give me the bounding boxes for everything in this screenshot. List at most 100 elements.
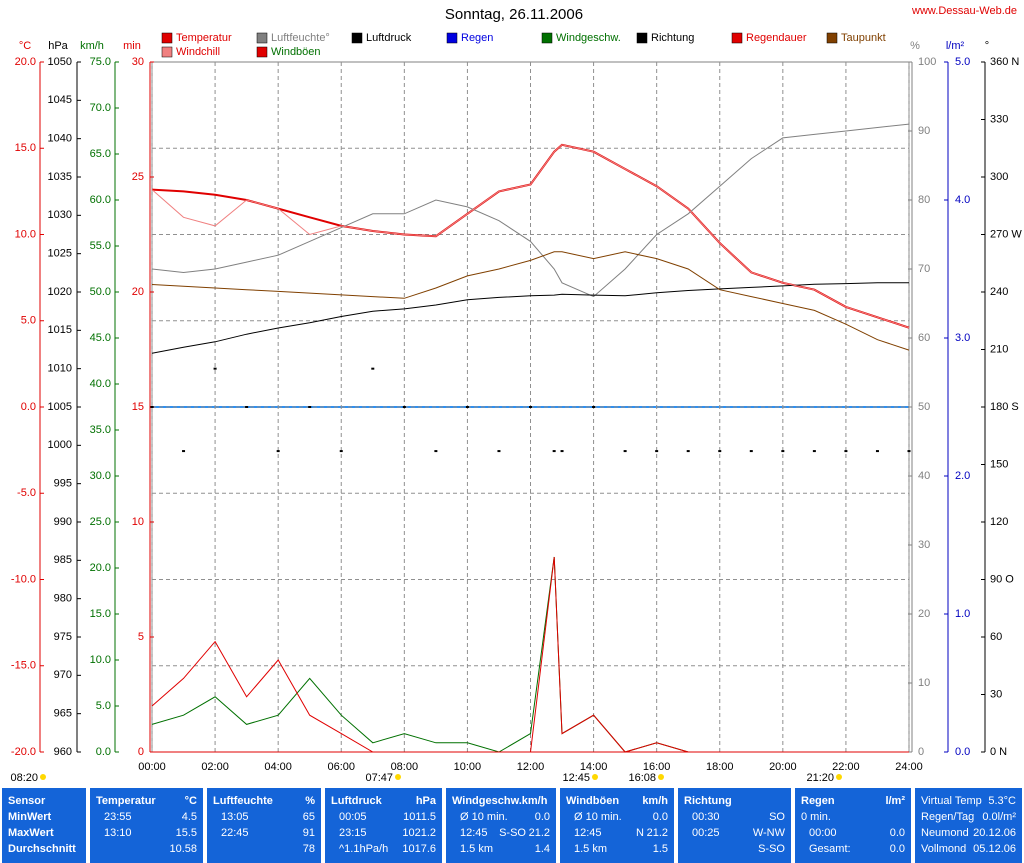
axis-title: ° bbox=[985, 40, 989, 52]
table-panel bbox=[446, 788, 556, 863]
direction-dot bbox=[402, 406, 406, 408]
y-tick-label: 15 bbox=[132, 401, 144, 413]
y-tick-label: 270 W bbox=[990, 228, 1022, 240]
y-tick-label: 40 bbox=[918, 470, 930, 482]
source: www.Dessau-Web.de bbox=[911, 5, 1017, 17]
table-cell: MinWert bbox=[8, 811, 52, 823]
y-tick-label: 45.0 bbox=[90, 332, 111, 344]
table-cell: Vollmond bbox=[921, 843, 966, 855]
series-line bbox=[151, 556, 909, 753]
direction-dot bbox=[497, 450, 501, 453]
y-tick-label: 25.0 bbox=[90, 516, 111, 528]
y-tick-label: 985 bbox=[54, 554, 72, 566]
y-tick-label: 0.0 bbox=[96, 746, 111, 758]
direction-dot bbox=[592, 406, 596, 408]
direction-dot bbox=[686, 450, 690, 453]
table-cell: 0.0 bbox=[890, 827, 905, 839]
y-tick-label: -20.0 bbox=[11, 746, 36, 758]
table-cell: 15.5 bbox=[176, 827, 197, 839]
y-tick-label: 1025 bbox=[48, 248, 72, 260]
y-tick-label: 965 bbox=[54, 708, 72, 720]
x-tick-label: 08:00 bbox=[391, 761, 419, 773]
y-tick-label: 1030 bbox=[48, 209, 72, 221]
y-tick-label: 5.0 bbox=[955, 56, 970, 68]
table-cell: 0.0 bbox=[535, 811, 550, 823]
sun-icon bbox=[395, 774, 401, 780]
table-panel bbox=[560, 788, 674, 863]
y-tick-label: 0 bbox=[918, 746, 924, 758]
table-cell: N bbox=[636, 827, 644, 839]
legend-swatch bbox=[446, 32, 458, 44]
table-cell: 4.5 bbox=[182, 811, 197, 823]
annotation: 16:08 bbox=[628, 772, 656, 784]
direction-dot bbox=[150, 406, 154, 408]
direction-dot bbox=[844, 450, 848, 453]
direction-dot bbox=[907, 450, 911, 453]
y-tick-label: 20.0 bbox=[90, 562, 111, 574]
legend-label: Regendauer bbox=[746, 32, 807, 44]
table-cell: 21.2 bbox=[647, 827, 668, 839]
legend-swatch bbox=[636, 32, 648, 44]
y-tick-label: 975 bbox=[54, 631, 72, 643]
legend-label: Temperatur bbox=[176, 32, 232, 44]
direction-dot bbox=[371, 367, 375, 370]
y-tick-label: 1045 bbox=[48, 94, 72, 106]
table-cell: 0.0 bbox=[890, 843, 905, 855]
table-cell: 1021.2 bbox=[402, 827, 436, 839]
y-tick-label: 40.0 bbox=[90, 378, 111, 390]
legend-swatch bbox=[256, 32, 268, 44]
table-cell: 0 min. bbox=[801, 811, 831, 823]
y-tick-label: 4.0 bbox=[955, 194, 970, 206]
direction-dot bbox=[812, 450, 816, 453]
chart-title: Sonntag, 26.11.2006 bbox=[445, 6, 583, 23]
y-tick-label: 10.0 bbox=[15, 228, 36, 240]
direction-dot bbox=[655, 450, 659, 453]
x-tick-label: 04:00 bbox=[264, 761, 292, 773]
y-tick-label: 60 bbox=[990, 631, 1002, 643]
direction-dot bbox=[875, 450, 879, 453]
direction-dot bbox=[182, 450, 186, 453]
table-panel bbox=[678, 788, 791, 863]
x-tick-label: 06:00 bbox=[327, 761, 355, 773]
panel-title: Luftfeuchte bbox=[213, 795, 273, 807]
series-line bbox=[151, 123, 910, 298]
direction-dot bbox=[434, 450, 438, 453]
table-cell: S-SO bbox=[758, 843, 785, 855]
table-cell: 12:45 bbox=[460, 827, 488, 839]
direction-dot bbox=[276, 450, 280, 453]
series-line bbox=[151, 282, 909, 354]
direction-dot bbox=[339, 450, 343, 453]
table-cell: W-NW bbox=[753, 827, 786, 839]
table-cell: SO bbox=[769, 811, 785, 823]
table-cell: 22:45 bbox=[221, 827, 249, 839]
legend-swatch bbox=[256, 46, 268, 58]
table-panel bbox=[795, 788, 911, 863]
y-tick-label: 360 N bbox=[990, 56, 1019, 68]
table-panel bbox=[325, 788, 442, 863]
panel-unit: % bbox=[305, 795, 315, 807]
table-cell: 1.5 km bbox=[460, 843, 493, 855]
direction-dot bbox=[213, 367, 217, 370]
direction-dot bbox=[623, 450, 627, 453]
panel-unit: hPa bbox=[416, 795, 437, 807]
table-cell: 23:55 bbox=[104, 811, 132, 823]
legend-label: Richtung bbox=[651, 32, 694, 44]
y-tick-label: 70.0 bbox=[90, 102, 111, 114]
table-cell: 12:45 bbox=[574, 827, 602, 839]
direction-dot bbox=[245, 406, 249, 408]
table-cell: 5.3°C bbox=[988, 795, 1016, 807]
y-tick-label: 0 N bbox=[990, 746, 1007, 758]
y-tick-label: 990 bbox=[54, 516, 72, 528]
x-tick-label: 16:00 bbox=[643, 761, 671, 773]
panel-title: Windböen bbox=[566, 795, 619, 807]
legend-label: Taupunkt bbox=[841, 32, 886, 44]
direction-dot bbox=[308, 406, 312, 408]
table-panel bbox=[2, 788, 86, 863]
panel-title: Windgeschw.km/h bbox=[452, 795, 548, 807]
annotation: 08:20 bbox=[10, 772, 38, 784]
y-tick-label: 20.0 bbox=[15, 56, 36, 68]
annotation: 21:20 bbox=[806, 772, 834, 784]
y-tick-label: 30 bbox=[132, 56, 144, 68]
legend-label: Windböen bbox=[271, 46, 321, 58]
